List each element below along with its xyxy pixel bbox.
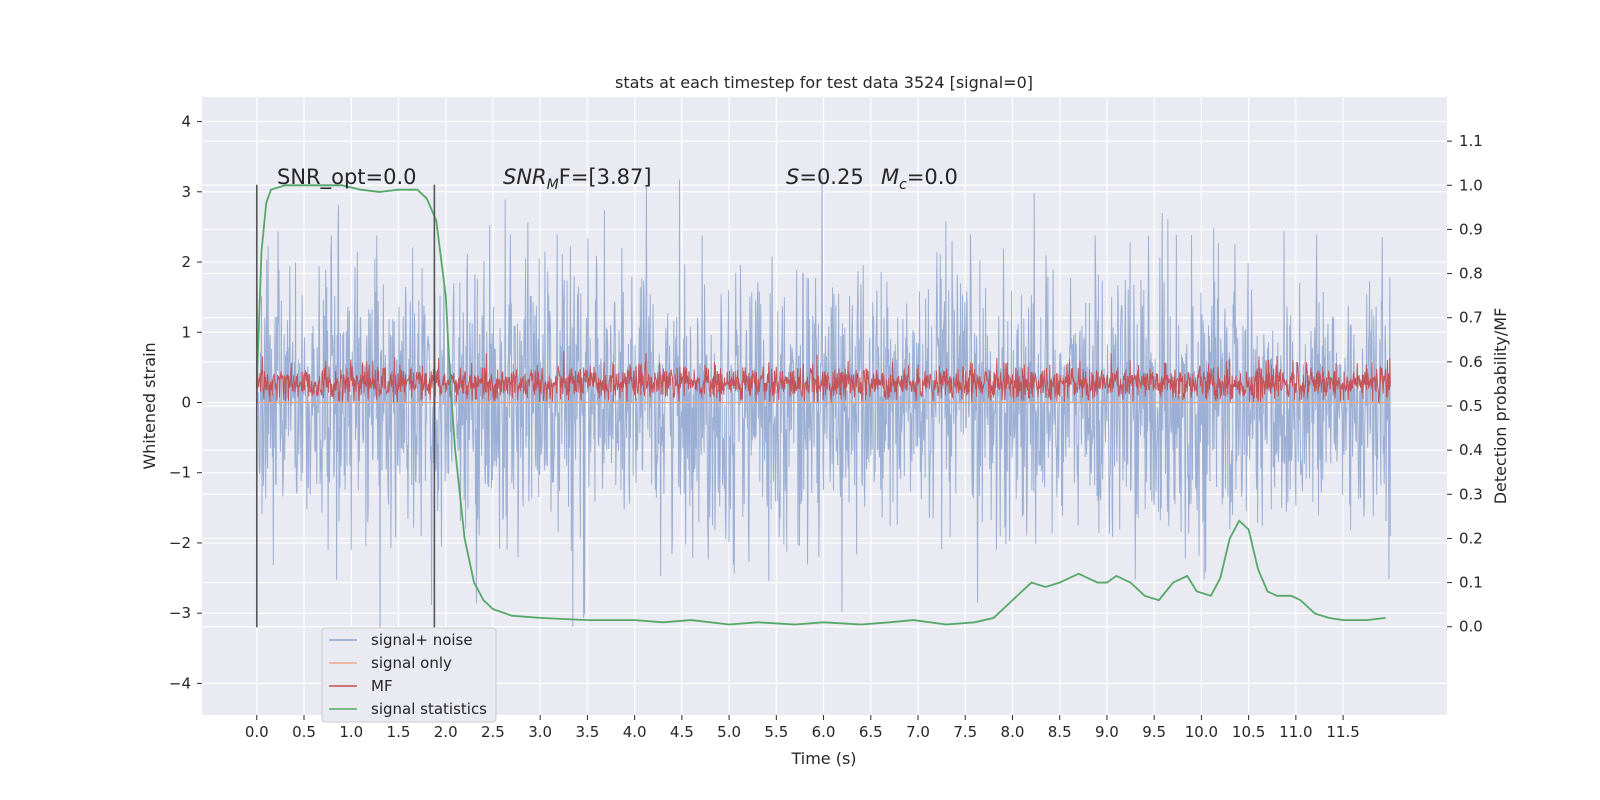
left-y-tick-label: −2 bbox=[169, 534, 191, 552]
x-tick-label: 0.0 bbox=[245, 723, 269, 741]
right-y-gridlines bbox=[202, 140, 1447, 628]
x-tick-label: 11.5 bbox=[1326, 723, 1359, 741]
left-y-tick-label: −3 bbox=[169, 604, 191, 622]
right-y-tick-label: 0.4 bbox=[1459, 441, 1483, 459]
x-tick-label: 9.0 bbox=[1095, 723, 1119, 741]
x-tick-label: 3.0 bbox=[528, 723, 552, 741]
left-y-tick-label: −1 bbox=[169, 464, 191, 482]
snr-opt-annotation: SNR_opt=0.0 bbox=[277, 165, 417, 190]
mf-line bbox=[256, 350, 1391, 405]
mc-sub: c bbox=[899, 177, 907, 193]
x-tick-label: 5.5 bbox=[764, 723, 788, 741]
s-annotation: S=0.25 bbox=[786, 165, 864, 189]
signal-statistics-series bbox=[255, 184, 1386, 626]
snr-mf-rest: F=[3.87] bbox=[559, 165, 652, 189]
right-y-tick-label: 0.3 bbox=[1459, 485, 1483, 503]
x-tick-label: 1.0 bbox=[339, 723, 363, 741]
x-tick-label: 8.0 bbox=[1001, 723, 1025, 741]
right-y-tick-label: 0.8 bbox=[1459, 265, 1483, 283]
x-tick-label: 4.0 bbox=[623, 723, 647, 741]
x-tick-label: 8.5 bbox=[1048, 723, 1072, 741]
signal-statistics-line bbox=[255, 184, 1386, 626]
x-tick-label: 11.0 bbox=[1279, 723, 1312, 741]
right-y-axis-label: Detection probability/MF bbox=[1491, 308, 1510, 505]
legend-box bbox=[321, 627, 497, 723]
left-y-tick-label: 1 bbox=[181, 323, 191, 341]
x-ticks: 0.0 0.5 1.0 1.5 2.0 2.5 3.0 3.5 4.0 4.5 5.0 5.5 6.0 6… bbox=[245, 715, 1360, 741]
x-tick-label: 1.5 bbox=[387, 723, 411, 741]
x-tick-label: 9.5 bbox=[1142, 723, 1166, 741]
s-label: S bbox=[786, 165, 799, 189]
vertical-markers bbox=[255, 184, 436, 628]
right-y-tick-label: 0.5 bbox=[1459, 397, 1483, 415]
chart-title: stats at each timestep for test data 352… bbox=[615, 73, 1033, 92]
mc-value: =0.0 bbox=[907, 165, 958, 189]
x-tick-label: 7.0 bbox=[906, 723, 930, 741]
x-tick-label: 5.0 bbox=[717, 723, 741, 741]
left-y-tick-label: −4 bbox=[169, 674, 191, 692]
right-y-tick-label: 0.6 bbox=[1459, 353, 1483, 371]
right-y-tick-label: 0.7 bbox=[1459, 309, 1483, 327]
x-tick-label: 2.5 bbox=[481, 723, 505, 741]
left-y-axis-label: Whitened strain bbox=[140, 342, 159, 469]
x-tick-label: 7.5 bbox=[953, 723, 977, 741]
s-value: =0.25 bbox=[799, 165, 863, 189]
legend-label-signal-statistics: signal statistics bbox=[371, 700, 487, 718]
right-y-tick-label: 0.1 bbox=[1459, 574, 1483, 592]
legend-label-signal-only: signal only bbox=[371, 654, 452, 672]
x-tick-label: 6.5 bbox=[859, 723, 883, 741]
x-tick-label: 4.5 bbox=[670, 723, 694, 741]
x-tick-label: 3.5 bbox=[575, 723, 599, 741]
right-y-tick-label: 1.1 bbox=[1459, 132, 1483, 150]
snr-mf-base: SNR bbox=[503, 165, 547, 189]
right-y-tick-label: 0.2 bbox=[1459, 529, 1483, 547]
legend-label-signal-noise: signal+ noise bbox=[371, 631, 473, 649]
left-y-tick-label: 3 bbox=[181, 183, 191, 201]
right-y-tick-label: 0.9 bbox=[1459, 220, 1483, 238]
legend: signal+ noise signal only MF signal stat… bbox=[321, 627, 497, 723]
x-axis-label: Time (s) bbox=[790, 749, 856, 768]
snr-mf-annotation: SNRMF=[3.87] bbox=[503, 165, 652, 193]
left-y-tick-label: 2 bbox=[181, 253, 191, 271]
mf-series bbox=[256, 350, 1391, 405]
legend-label-mf: MF bbox=[371, 677, 393, 695]
right-y-tick-label: 0.0 bbox=[1459, 618, 1483, 636]
x-tick-label: 0.5 bbox=[292, 723, 316, 741]
x-tick-label: 6.0 bbox=[812, 723, 836, 741]
x-tick-label: 2.0 bbox=[434, 723, 458, 741]
right-y-tick-label: 1.0 bbox=[1459, 176, 1483, 194]
x-tick-label: 10.0 bbox=[1185, 723, 1218, 741]
left-y-tick-label: 0 bbox=[181, 393, 191, 411]
right-y-ticks: 0.0 0.1 0.2 0.3 0.4 0.5 0.6 0.7 0.8 0.9 1.0 1.1 bbox=[1447, 132, 1483, 636]
left-y-tick-label: 4 bbox=[181, 113, 191, 131]
x-tick-label: 10.5 bbox=[1232, 723, 1265, 741]
snr-mf-sub: M bbox=[547, 177, 559, 193]
mc-label: M bbox=[881, 165, 899, 189]
mc-annotation: Mc=0.0 bbox=[881, 165, 958, 193]
left-y-ticks: −4 −3 −2 −1 0 1 2 3 4 bbox=[169, 113, 202, 692]
